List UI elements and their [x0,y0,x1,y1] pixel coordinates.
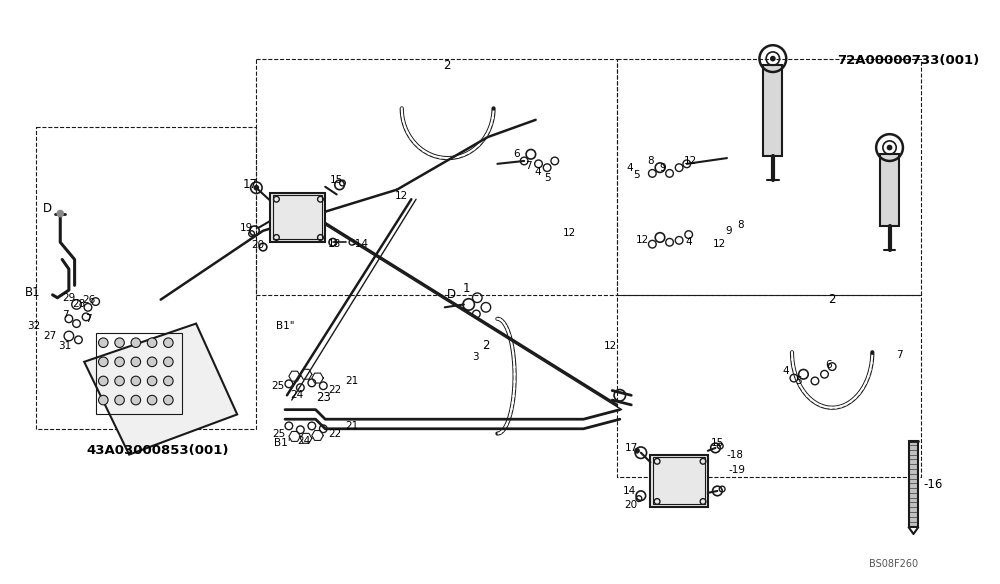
Bar [763,65,782,156]
Circle shape [164,357,173,367]
Circle shape [99,338,108,347]
Text: 7: 7 [896,350,902,360]
Text: 12: 12 [713,239,726,249]
Text: 12: 12 [684,156,697,166]
Text: 32: 32 [27,321,40,332]
Text: 4: 4 [783,366,790,377]
Circle shape [131,376,141,386]
Text: 2: 2 [482,339,490,352]
Text: 19: 19 [240,223,253,233]
Bar [273,196,322,239]
Text: B1": B1" [276,321,294,332]
Text: 14: 14 [623,486,636,496]
Text: 20: 20 [625,500,638,510]
Text: 17: 17 [625,443,638,453]
Circle shape [164,338,173,347]
Text: 31: 31 [58,340,72,350]
Text: 7: 7 [525,161,531,171]
Text: 9: 9 [726,226,732,236]
Circle shape [99,395,108,405]
Text: 7: 7 [62,310,68,320]
Circle shape [164,395,173,405]
Text: 7: 7 [85,314,91,324]
Text: 24: 24 [290,390,303,400]
Text: 4: 4 [534,168,541,178]
Text: 21: 21 [345,376,359,386]
Text: 20: 20 [252,240,265,250]
Bar [270,193,325,242]
Circle shape [131,395,141,405]
Text: 25: 25 [271,381,284,391]
Text: 17: 17 [243,178,258,192]
Polygon shape [84,324,237,454]
Circle shape [115,395,124,405]
Circle shape [131,338,141,347]
Circle shape [147,338,157,347]
Bar [653,457,705,505]
Text: 12: 12 [395,192,408,201]
Circle shape [634,448,640,454]
Text: 6: 6 [825,360,832,370]
Text: 22: 22 [328,384,341,395]
Circle shape [131,357,141,367]
Text: 24: 24 [298,436,311,446]
Circle shape [887,145,892,151]
Text: 4: 4 [685,237,692,247]
Text: D: D [43,202,52,215]
Circle shape [99,376,108,386]
Text: 2: 2 [443,59,450,72]
Text: BS08F260: BS08F260 [869,559,918,569]
Text: B1: B1 [25,286,40,298]
Text: 15: 15 [711,438,724,448]
Bar [880,154,899,226]
Text: -16: -16 [923,478,942,491]
Circle shape [147,357,157,367]
Text: 4: 4 [626,163,633,173]
Circle shape [115,357,124,367]
Text: 5: 5 [633,171,639,180]
Text: 12: 12 [604,340,617,350]
Text: 15: 15 [330,175,343,185]
Bar [909,442,918,527]
Text: D: D [447,288,456,301]
Text: 9: 9 [660,163,666,173]
Text: 5: 5 [795,376,802,386]
Text: 2: 2 [828,293,836,306]
Text: -19: -19 [729,465,746,475]
Text: 28: 28 [72,300,85,310]
Circle shape [253,185,259,190]
Circle shape [99,357,108,367]
Text: 5: 5 [544,173,550,183]
Circle shape [56,210,64,217]
Text: 29: 29 [62,293,75,303]
Circle shape [147,395,157,405]
Circle shape [770,55,776,61]
Text: 8: 8 [647,156,654,166]
Text: 23: 23 [316,391,331,404]
Text: 12: 12 [636,235,649,245]
Text: 6: 6 [513,150,520,159]
Text: -14: -14 [351,239,368,249]
Text: 12: 12 [562,228,576,238]
Bar [96,333,182,415]
Bar [650,454,708,507]
Text: -18: -18 [727,450,744,460]
Text: 22: 22 [328,429,341,439]
Text: 72A00000733(001): 72A00000733(001) [837,54,979,67]
Text: 25: 25 [273,429,286,439]
Circle shape [147,376,157,386]
Circle shape [115,376,124,386]
Text: 26: 26 [82,295,96,305]
Circle shape [115,338,124,347]
Text: 43A03000853(001): 43A03000853(001) [87,444,229,457]
Text: 27: 27 [43,331,56,341]
Text: 21: 21 [345,421,359,431]
Text: 8: 8 [737,220,744,230]
Text: 1: 1 [463,281,471,295]
Text: 18: 18 [328,239,341,249]
Text: B1': B1' [274,438,290,448]
Circle shape [164,376,173,386]
Text: 3: 3 [472,352,479,362]
